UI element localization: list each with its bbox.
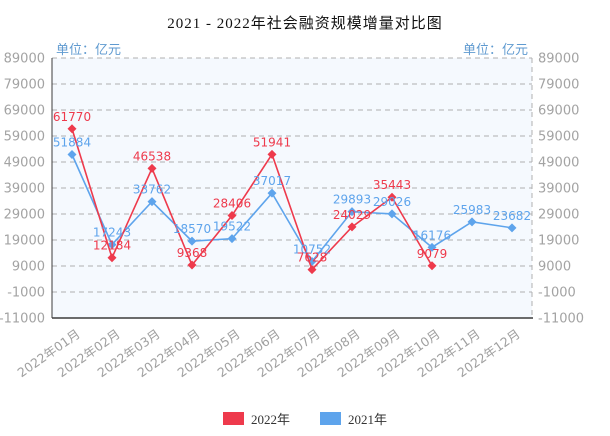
data-point-label: 51941 bbox=[253, 135, 291, 149]
data-point-marker[interactable] bbox=[267, 149, 277, 159]
data-point-marker[interactable] bbox=[67, 124, 77, 134]
data-point-label: 37017 bbox=[253, 174, 291, 188]
y-axis-label-left: 79000 bbox=[4, 78, 45, 93]
data-point-label: 28406 bbox=[213, 197, 251, 211]
series-line-2022年 bbox=[71, 128, 433, 272]
data-point-label: 18570 bbox=[173, 222, 211, 236]
data-point-label: 9079 bbox=[417, 247, 448, 261]
data-point-label: 29893 bbox=[333, 193, 371, 207]
data-point-label: 33762 bbox=[133, 183, 171, 197]
unit-label-right: 单位：亿元 bbox=[463, 43, 528, 58]
data-point-marker[interactable] bbox=[147, 163, 157, 173]
chart-title: 2021 - 2022年社会融资规模增量对比图 bbox=[167, 16, 443, 32]
data-point-label: 46538 bbox=[133, 149, 171, 163]
y-axis-label-right: 9000 bbox=[538, 260, 571, 275]
data-point-marker[interactable] bbox=[227, 234, 237, 244]
series-line-2021年 bbox=[71, 154, 513, 263]
data-point-label: 9368 bbox=[177, 246, 208, 260]
data-point-label: 61770 bbox=[53, 110, 91, 124]
data-point-label: 29026 bbox=[373, 195, 411, 209]
data-point-marker[interactable] bbox=[347, 222, 357, 232]
data-point-label: 12184 bbox=[93, 239, 131, 253]
legend-label-2021: 2021年 bbox=[348, 412, 388, 427]
data-point-marker[interactable] bbox=[107, 253, 117, 263]
y-axis-label-right: 89000 bbox=[538, 52, 579, 67]
legend-swatch-2022 bbox=[222, 412, 244, 425]
data-point-label: 23682 bbox=[493, 209, 531, 223]
y-axis-label-right: 39000 bbox=[538, 182, 579, 197]
legend-swatch-2021 bbox=[320, 412, 341, 425]
data-point-marker[interactable] bbox=[467, 217, 477, 227]
data-point-marker[interactable] bbox=[187, 260, 197, 270]
y-axis-label-left: 89000 bbox=[4, 52, 45, 67]
data-point-marker[interactable] bbox=[267, 188, 277, 198]
data-point-label: 10752 bbox=[293, 242, 331, 256]
data-point-marker[interactable] bbox=[507, 223, 517, 233]
data-point-marker[interactable] bbox=[387, 209, 397, 219]
y-axis-label-left: 39000 bbox=[4, 182, 45, 197]
data-point-label: 24029 bbox=[333, 208, 371, 222]
data-point-marker[interactable] bbox=[307, 265, 317, 275]
y-axis-label-left: 59000 bbox=[4, 130, 45, 145]
y-axis-label-right: 59000 bbox=[538, 130, 579, 145]
legend-item-2021[interactable]: 2021年 bbox=[320, 409, 387, 428]
data-point-marker[interactable] bbox=[147, 197, 157, 207]
y-axis-label-right: 79000 bbox=[538, 78, 579, 93]
y-axis-label-right: 29000 bbox=[538, 208, 579, 223]
data-point-marker[interactable] bbox=[427, 261, 437, 271]
data-point-marker[interactable] bbox=[227, 211, 237, 221]
y-axis-label-left: -11000 bbox=[0, 312, 45, 327]
data-point-label: 16176 bbox=[413, 228, 451, 242]
y-axis-label-right: -11000 bbox=[538, 312, 584, 327]
data-point-marker[interactable] bbox=[387, 192, 397, 202]
y-axis-label-right: 69000 bbox=[538, 104, 579, 119]
data-point-marker[interactable] bbox=[187, 236, 197, 246]
y-axis-label-right: -1000 bbox=[538, 286, 576, 301]
legend-item-2022[interactable]: 2022年 bbox=[222, 409, 290, 428]
data-point-label: 7628 bbox=[297, 251, 328, 265]
y-axis-label-left: -1000 bbox=[7, 286, 45, 301]
data-point-label: 35443 bbox=[373, 178, 411, 192]
y-axis-label-left: 29000 bbox=[4, 208, 45, 223]
y-axis-label-left: 69000 bbox=[4, 104, 45, 119]
data-point-label: 51884 bbox=[53, 136, 91, 150]
y-axis-label-left: 49000 bbox=[4, 156, 45, 171]
data-point-marker[interactable] bbox=[67, 150, 77, 160]
data-point-marker[interactable] bbox=[107, 240, 117, 250]
data-point-label: 19522 bbox=[213, 220, 251, 234]
data-point-label: 17243 bbox=[93, 226, 131, 240]
y-axis-label-left: 9000 bbox=[12, 260, 45, 275]
legend-label-2022: 2022年 bbox=[250, 412, 290, 427]
unit-label-left: 单位：亿元 bbox=[56, 43, 121, 58]
legend: 2022年 2021年 bbox=[0, 409, 610, 428]
y-axis-label-right: 49000 bbox=[538, 156, 579, 171]
y-axis-label-left: 19000 bbox=[4, 234, 45, 249]
y-axis-label-right: 19000 bbox=[538, 234, 579, 249]
data-point-label: 25983 bbox=[453, 203, 491, 217]
data-point-marker[interactable] bbox=[427, 242, 437, 252]
data-point-marker[interactable] bbox=[347, 207, 357, 217]
